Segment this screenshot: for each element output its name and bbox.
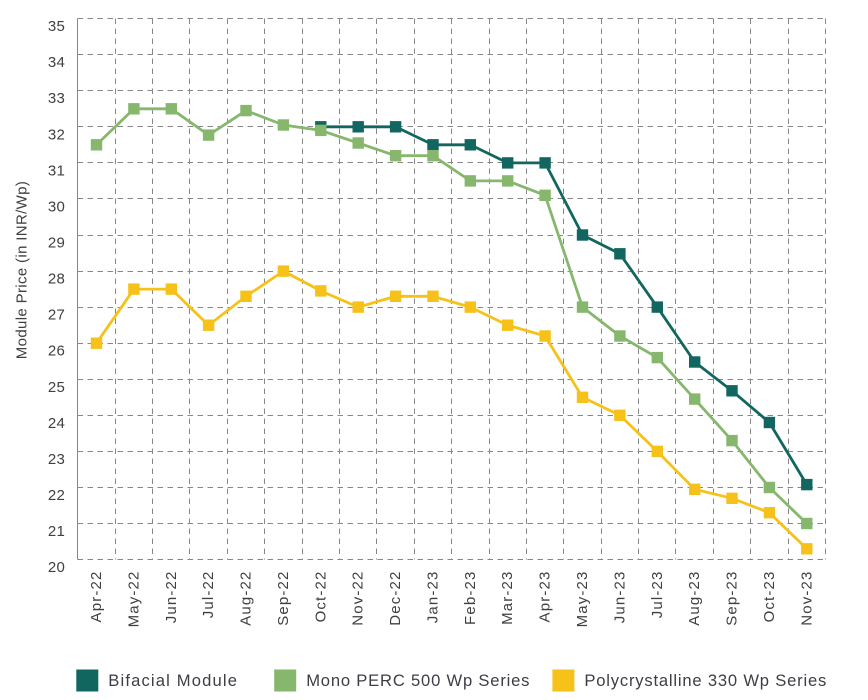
svg-text:Oct-22: Oct-22 (312, 571, 329, 623)
svg-text:20: 20 (48, 559, 65, 576)
svg-text:Jun-23: Jun-23 (611, 571, 628, 624)
svg-text:May-22: May-22 (125, 571, 142, 628)
svg-text:Dec-22: Dec-22 (387, 571, 404, 626)
svg-text:32: 32 (48, 126, 65, 143)
svg-text:Feb-23: Feb-23 (462, 571, 479, 625)
svg-text:33: 33 (48, 90, 65, 107)
svg-text:Mono PERC 500 Wp Series: Mono PERC 500 Wp Series (306, 671, 530, 690)
svg-text:Sep-22: Sep-22 (275, 571, 292, 626)
svg-text:Nov-22: Nov-22 (350, 571, 367, 626)
svg-text:Nov-23: Nov-23 (798, 571, 815, 626)
svg-text:Jan-23: Jan-23 (425, 571, 442, 624)
svg-text:28: 28 (48, 271, 65, 288)
svg-text:21: 21 (48, 523, 65, 540)
svg-text:Jul-23: Jul-23 (649, 571, 666, 619)
svg-text:34: 34 (48, 54, 65, 71)
svg-text:Apr-23: Apr-23 (537, 571, 554, 623)
svg-text:Sep-23: Sep-23 (724, 571, 741, 626)
svg-text:26: 26 (48, 343, 65, 360)
svg-text:23: 23 (48, 451, 65, 468)
svg-text:Jul-22: Jul-22 (200, 571, 217, 619)
svg-text:35: 35 (48, 18, 65, 35)
svg-text:Bifacial Module: Bifacial Module (108, 671, 238, 690)
svg-text:29: 29 (48, 235, 65, 252)
svg-text:22: 22 (48, 487, 65, 504)
svg-text:Mar-23: Mar-23 (499, 571, 516, 625)
svg-text:May-23: May-23 (574, 571, 591, 628)
svg-text:30: 30 (48, 198, 65, 215)
svg-text:Polycrystalline 330 Wp Series: Polycrystalline 330 Wp Series (584, 671, 827, 690)
svg-text:31: 31 (48, 162, 65, 179)
svg-text:Jun-22: Jun-22 (163, 571, 180, 624)
svg-text:Aug-23: Aug-23 (686, 571, 703, 626)
svg-text:Oct-23: Oct-23 (761, 571, 778, 623)
svg-text:27: 27 (48, 307, 65, 324)
svg-text:24: 24 (48, 415, 65, 432)
svg-text:Aug-22: Aug-22 (238, 571, 255, 626)
svg-text:25: 25 (48, 379, 65, 396)
svg-text:Apr-22: Apr-22 (88, 571, 105, 623)
svg-text:Module Price (in INR/Wp): Module Price (in INR/Wp) (14, 181, 31, 359)
